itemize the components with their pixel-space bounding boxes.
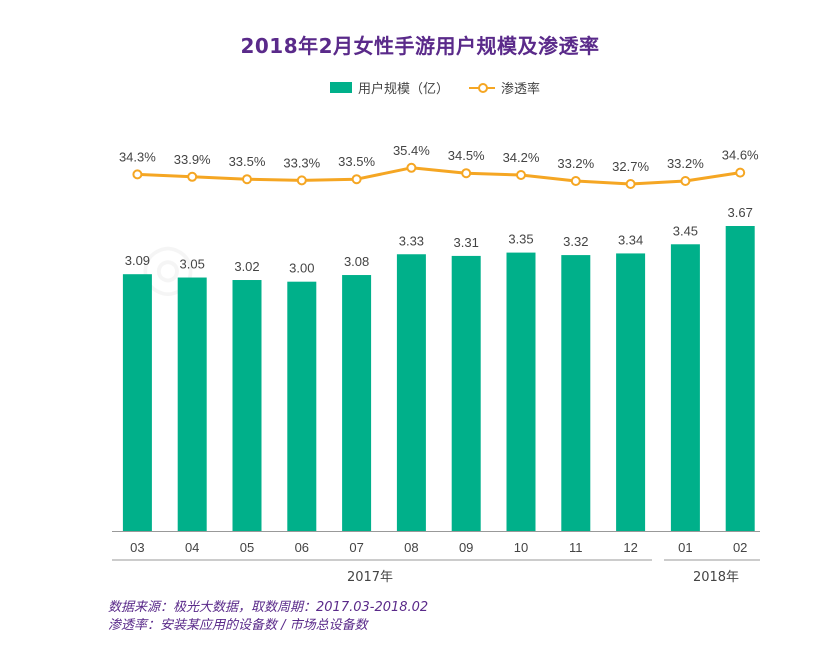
- bar-users-08: [396, 254, 426, 531]
- legend-bar-swatch: [330, 81, 352, 93]
- penetration-label-10: 34.2%: [503, 150, 540, 165]
- penetration-label-09: 34.5%: [448, 148, 485, 163]
- penetration-point-11: [570, 176, 581, 186]
- bar-users-09: [451, 255, 481, 531]
- bar-users-11: [561, 255, 591, 531]
- bar-users-05: [232, 280, 262, 531]
- penetration-label-06: 33.3%: [283, 155, 320, 170]
- legend-line-swatch: [469, 82, 496, 93]
- x-tick-label-11: 11: [569, 540, 583, 555]
- legend-label-penetration: 渗透率: [501, 81, 541, 97]
- x-tick-label-12: 12: [623, 540, 637, 555]
- penetration-point-10: [516, 170, 526, 180]
- bar-users-02: [725, 226, 755, 531]
- legend-item-users: 用户规模（亿）: [330, 78, 449, 97]
- year-label-2017: 2017年: [346, 570, 394, 585]
- bar-label-04: 3.05: [180, 257, 205, 272]
- x-tick-label-01: 01: [678, 540, 692, 555]
- x-tick-label-08: 08: [404, 540, 418, 555]
- bar-users-12: [616, 253, 646, 532]
- year-label-2018: 2018年: [692, 570, 740, 585]
- bar-users-01: [670, 244, 700, 531]
- penetration-label-01: 33.2%: [667, 156, 704, 171]
- bar-label-06: 3.00: [289, 261, 314, 276]
- penetration-point-08: [406, 162, 417, 173]
- penetration-point-03: [132, 169, 143, 180]
- legend-item-penetration: 渗透率: [469, 78, 540, 97]
- x-tick-label-09: 09: [459, 540, 473, 555]
- chart-title: 2018年2月女性手游用户规模及渗透率: [240, 34, 600, 58]
- penetration-label-05: 33.5%: [229, 154, 266, 169]
- penetration-point-02: [735, 167, 746, 178]
- bar-users-10: [506, 252, 536, 532]
- bar-label-05: 3.02: [234, 259, 259, 274]
- bar-users-03: [122, 274, 152, 531]
- penetration-point-01: [680, 176, 691, 186]
- penetration-label-03: 34.3%: [119, 149, 156, 164]
- penetration-point-12: [625, 179, 636, 189]
- bar-label-01: 3.45: [673, 223, 698, 238]
- x-tick-label-05: 05: [240, 540, 254, 555]
- x-tick-label-03: 03: [130, 540, 144, 555]
- bar-label-11: 3.32: [563, 234, 588, 249]
- bar-label-09: 3.31: [454, 235, 479, 250]
- x-tick-label-06: 06: [295, 540, 309, 555]
- penetration-label-08: 35.4%: [393, 143, 430, 158]
- penetration-label-11: 33.2%: [557, 156, 594, 171]
- bar-label-02: 3.67: [728, 205, 753, 220]
- penetration-point-06: [296, 175, 307, 186]
- penetration-point-09: [461, 168, 472, 179]
- bar-label-07: 3.08: [344, 254, 369, 269]
- penetration-label-12: 32.7%: [612, 159, 649, 174]
- bar-users-04: [177, 277, 207, 531]
- x-tick-label-04: 04: [185, 540, 199, 555]
- penetration-line: [137, 166, 741, 186]
- bar-users-06: [287, 281, 317, 531]
- x-tick-label-07: 07: [349, 540, 363, 555]
- bar-label-10: 3.35: [508, 232, 533, 247]
- chart-legend: 用户规模（亿） 渗透率: [330, 78, 560, 97]
- penetration-label-02: 34.6%: [722, 148, 759, 163]
- legend-label-users: 用户规模（亿）: [358, 81, 450, 97]
- bar-label-08: 3.33: [399, 233, 424, 248]
- penetration-point-05: [242, 174, 252, 185]
- x-tick-label-02: 02: [733, 540, 747, 555]
- source-note: 数据来源：极光大数据，取数周期：2017.03-2018.02: [108, 600, 429, 615]
- penetration-label-04: 33.9%: [174, 152, 211, 167]
- bar-label-03: 3.09: [125, 253, 150, 268]
- definition-note: 渗透率：安装某应用的设备数 / 市场总设备数: [108, 618, 368, 633]
- penetration-point-07: [351, 174, 362, 185]
- bar-label-12: 3.34: [618, 232, 643, 247]
- x-tick-label-10: 10: [514, 540, 528, 555]
- bar-users-07: [342, 275, 372, 531]
- penetration-label-07: 33.5%: [338, 154, 375, 169]
- penetration-point-04: [187, 171, 198, 182]
